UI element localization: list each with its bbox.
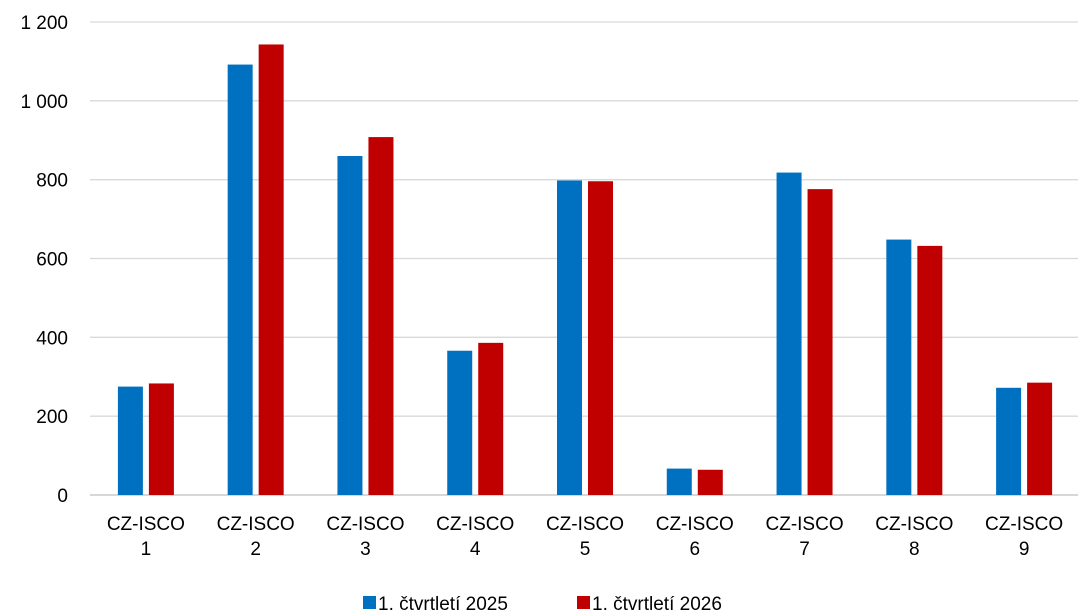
x-tick-label-number: 5: [580, 539, 591, 560]
legend-label-series1: 1. čtvrtletí 2025: [378, 594, 508, 611]
y-tick-label: 600: [36, 250, 68, 271]
bar-series1-cat9: [996, 387, 1022, 495]
bar-series2-cat2: [258, 44, 284, 495]
bar-series2-cat3: [368, 137, 394, 495]
bar-series1-cat8: [886, 239, 912, 495]
x-tick-label: CZ-ISCO: [436, 514, 514, 535]
x-tick-label-number: 9: [1019, 539, 1030, 560]
legend: 1. čtvrtletí 2025 1. čtvrtletí 2026: [363, 594, 722, 611]
x-tick-label-number: 6: [689, 539, 700, 560]
y-axis-tick-labels: 0 200 400 600 800 1 000 1 200: [20, 13, 68, 507]
x-tick-label-number: 3: [360, 539, 371, 560]
x-tick-label-number: 7: [799, 539, 810, 560]
y-tick-label: 1 200: [20, 13, 68, 34]
y-tick-label: 0: [57, 486, 68, 507]
bar-series1-cat4: [447, 350, 473, 495]
y-tick-label: 200: [36, 407, 68, 428]
y-tick-label: 400: [36, 328, 68, 349]
bars: [117, 44, 1053, 496]
x-tick-label: CZ-ISCO: [326, 514, 404, 535]
x-tick-label: CZ-ISCO: [985, 514, 1063, 535]
x-tick-label-number: 8: [909, 539, 920, 560]
bar-series1-cat7: [776, 172, 802, 496]
bar-series1-cat3: [337, 156, 363, 495]
bar-series2-cat8: [917, 245, 943, 495]
gridlines: [90, 21, 1078, 496]
bar-series1-cat2: [227, 64, 253, 495]
x-tick-label: CZ-ISCO: [546, 514, 624, 535]
x-tick-label: CZ-ISCO: [656, 514, 734, 535]
bar-series2-cat4: [478, 342, 504, 495]
legend-swatch-series2: [577, 596, 590, 609]
x-tick-label-number: 2: [250, 539, 261, 560]
y-tick-label: 1 000: [20, 92, 68, 113]
bar-series2-cat5: [588, 181, 613, 495]
x-tick-label: CZ-ISCO: [107, 514, 185, 535]
bar-series1-cat5: [557, 180, 582, 495]
bar-series2-cat1: [148, 383, 174, 495]
x-tick-label: CZ-ISCO: [766, 514, 844, 535]
bar-series2-cat6: [697, 469, 723, 495]
bar-series1-cat1: [117, 386, 143, 495]
x-tick-label: CZ-ISCO: [875, 514, 953, 535]
x-tick-label-number: 4: [470, 539, 481, 560]
x-tick-label-number: 1: [141, 539, 152, 560]
legend-label-series2: 1. čtvrtletí 2026: [592, 594, 722, 611]
bar-series2-cat7: [807, 189, 833, 496]
bar-series2-cat9: [1027, 382, 1053, 495]
x-axis-tick-labels: CZ-ISCO 1 CZ-ISCO 2 CZ-ISCO 3 CZ-ISCO 4 CZ-ISCO 5…: [107, 514, 1063, 560]
legend-swatch-series1: [363, 596, 376, 609]
bar-series1-cat6: [666, 468, 692, 495]
y-tick-label: 800: [36, 171, 68, 192]
x-tick-label: CZ-ISCO: [217, 514, 295, 535]
